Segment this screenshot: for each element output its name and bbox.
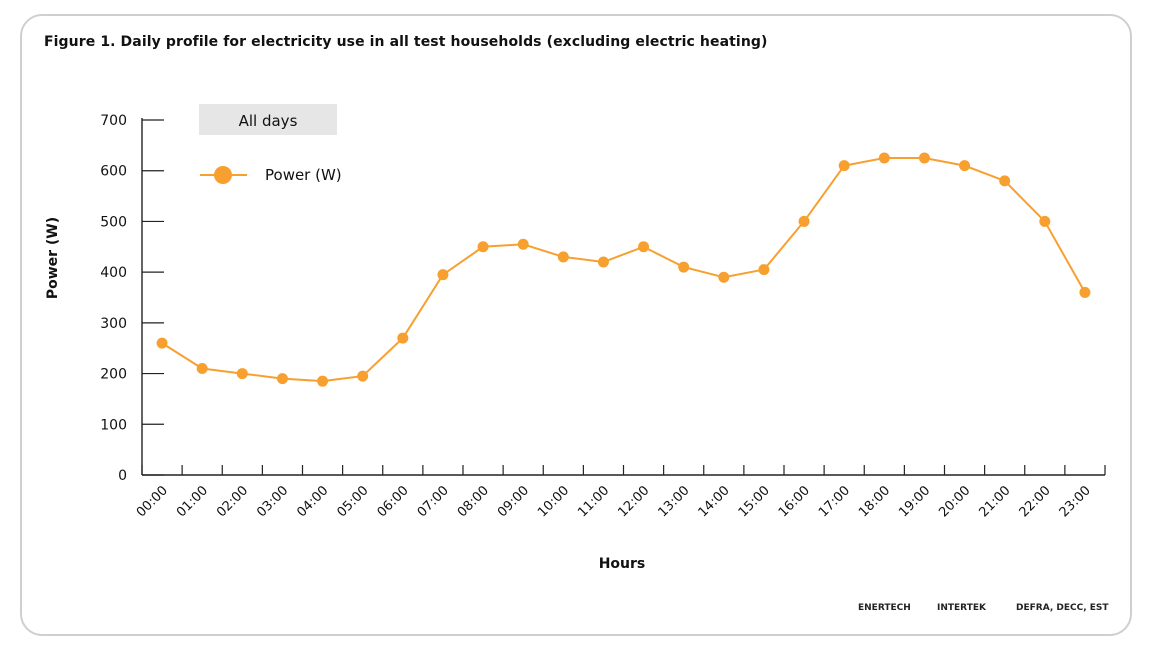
x-tick-label: 03:00 <box>254 483 291 520</box>
y-tick-label: 100 <box>100 417 127 433</box>
y-tick-label: 200 <box>100 367 127 383</box>
y-tick-label: 600 <box>100 164 127 180</box>
data-point-03:00 <box>276 373 288 385</box>
x-tick-label: 05:00 <box>334 483 371 520</box>
data-point-01:00 <box>196 363 208 374</box>
x-tick-label: 00:00 <box>134 483 171 520</box>
x-tick-label: 15:00 <box>736 483 773 520</box>
x-tick-label: 11:00 <box>575 483 612 520</box>
x-tick-label: 19:00 <box>896 483 933 520</box>
credit-intertek: INTERTEK <box>937 603 986 613</box>
data-point-07:00 <box>437 269 449 281</box>
credit-defra-decc-est: DEFRA, DECC, EST <box>1016 603 1109 613</box>
y-tick-label: 700 <box>100 113 127 129</box>
data-point-10:00 <box>557 251 569 263</box>
x-axis-title: Hours <box>599 556 646 572</box>
x-tick-label: 18:00 <box>856 483 893 520</box>
data-point-22:00 <box>1039 215 1051 227</box>
figure-title: Figure 1. Daily profile for electricity … <box>44 34 768 50</box>
y-tick-label: 500 <box>100 214 127 230</box>
x-tick-label: 02:00 <box>214 483 251 520</box>
legend-box-label: All days <box>239 112 298 130</box>
data-point-19:00 <box>918 152 930 164</box>
data-point-05:00 <box>357 370 369 382</box>
legend-series-name: Power (W) <box>265 166 342 184</box>
data-point-18:00 <box>878 152 890 164</box>
data-point-08:00 <box>477 241 489 253</box>
data-point-21:00 <box>999 175 1011 187</box>
data-point-12:00 <box>638 241 650 253</box>
data-point-04:00 <box>317 375 329 387</box>
data-point-13:00 <box>678 261 690 273</box>
y-axis-title: Power (W) <box>45 217 61 299</box>
data-point-00:00 <box>156 337 168 349</box>
x-tick-label: 08:00 <box>455 483 492 520</box>
x-tick-label: 06:00 <box>375 483 412 520</box>
data-point-14:00 <box>718 271 730 283</box>
series-line-power <box>161 157 1086 383</box>
x-tick-label: 23:00 <box>1057 483 1094 520</box>
x-tick-label: 01:00 <box>174 483 211 520</box>
x-tick-label: 17:00 <box>816 483 853 520</box>
data-point-11:00 <box>597 256 609 268</box>
data-point-17:00 <box>838 160 850 172</box>
x-tick-label: 14:00 <box>696 483 733 520</box>
legend-marker <box>214 166 232 184</box>
data-point-06:00 <box>397 332 409 344</box>
data-point-23:00 <box>1079 286 1091 298</box>
x-tick-label: 16:00 <box>776 483 813 520</box>
data-point-20:00 <box>959 160 971 172</box>
data-point-16:00 <box>798 215 810 227</box>
x-tick-label: 21:00 <box>976 483 1013 520</box>
x-tick-label: 07:00 <box>415 483 452 520</box>
x-tick-label: 22:00 <box>1017 483 1054 520</box>
x-tick-label: 10:00 <box>535 483 572 520</box>
y-tick-label: 400 <box>100 265 127 281</box>
x-tick-label: 09:00 <box>495 483 532 520</box>
y-tick-label: 0 <box>118 468 127 484</box>
x-tick-label: 13:00 <box>655 483 692 520</box>
credit-enertech: ENERTECH <box>858 603 911 613</box>
data-point-09:00 <box>517 238 529 250</box>
x-tick-label: 04:00 <box>294 483 331 520</box>
x-tick-label: 20:00 <box>936 483 973 520</box>
data-point-15:00 <box>758 264 770 276</box>
x-tick-label: 12:00 <box>615 483 652 520</box>
legend-box <box>199 104 337 135</box>
data-point-02:00 <box>236 368 248 380</box>
y-tick-label: 300 <box>100 316 127 332</box>
